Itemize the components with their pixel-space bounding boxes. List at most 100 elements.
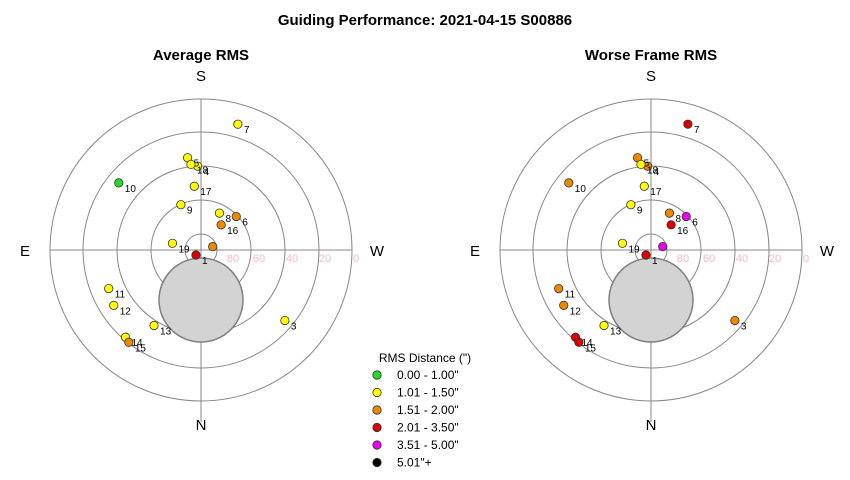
direction-label-E: E <box>470 243 480 260</box>
point-label: 8 <box>675 214 681 225</box>
data-point <box>559 300 569 310</box>
data-point <box>149 320 159 331</box>
point-label: 4 <box>204 167 210 178</box>
point-label: 18 <box>647 165 659 176</box>
point-label: 3 <box>741 321 747 332</box>
data-point <box>109 300 119 310</box>
point-label: 9 <box>187 206 193 217</box>
data-point <box>599 320 609 331</box>
data-point <box>208 242 218 252</box>
point-label: 12 <box>570 306 582 317</box>
direction-label-S: S <box>646 68 656 85</box>
point-label: 3 <box>291 321 297 332</box>
point-label: 15 <box>585 343 597 354</box>
legend-entry-label: 5.01"+ <box>397 456 432 470</box>
data-point <box>186 159 196 170</box>
data-point <box>564 178 574 188</box>
legend-swatch <box>372 370 382 380</box>
data-point <box>574 337 584 347</box>
data-point <box>617 238 628 248</box>
point-label: 7 <box>244 125 250 136</box>
data-point <box>176 200 186 210</box>
legend-swatch <box>372 422 382 433</box>
data-point <box>664 208 675 218</box>
point-label: 17 <box>200 187 212 198</box>
data-point <box>214 208 225 218</box>
point-label: 1 <box>652 256 658 267</box>
data-point <box>683 119 693 129</box>
point-label: 9 <box>637 206 643 217</box>
point-label: 16 <box>227 226 239 237</box>
data-point <box>114 178 124 188</box>
point-label: 4 <box>654 167 660 178</box>
point-label: 1 <box>202 256 208 267</box>
point-label: 10 <box>125 184 137 195</box>
legend-swatch <box>372 387 382 398</box>
legend-swatch <box>372 457 382 468</box>
data-point <box>626 200 636 210</box>
point-label: 18 <box>197 165 209 176</box>
radial-tick-label: 20 <box>319 253 331 265</box>
obstruction-disc <box>608 257 694 343</box>
data-point <box>216 220 226 230</box>
data-point <box>233 119 243 129</box>
point-label: 11 <box>115 290 126 301</box>
data-point <box>280 315 290 326</box>
legend: RMS Distance (") 0.00 - 1.00" 1.01 - 1.50… <box>372 351 471 470</box>
point-label: 5 <box>644 159 650 170</box>
data-point <box>167 238 178 248</box>
radial-tick-label: 40 <box>286 253 298 265</box>
point-label: 6 <box>692 217 698 228</box>
data-point <box>124 337 134 347</box>
legend-title: RMS Distance (") <box>379 351 471 365</box>
data-point <box>641 250 651 260</box>
point-label: 6 <box>242 217 248 228</box>
legend-entry-label: 1.51 - 2.00" <box>397 403 459 417</box>
point-label: 14 <box>132 338 144 349</box>
direction-label-N: N <box>646 417 657 434</box>
point-label: 5 <box>194 159 200 170</box>
obstruction-disc <box>158 257 244 343</box>
radial-tick-label: 0 <box>353 253 359 265</box>
data-point <box>231 211 241 222</box>
direction-label-E: E <box>20 243 30 260</box>
data-point <box>666 220 676 230</box>
legend-entry-label: 2.01 - 3.50" <box>397 421 459 435</box>
data-point <box>658 242 668 252</box>
direction-label-N: N <box>196 417 207 434</box>
data-point <box>189 181 199 191</box>
direction-label-W: W <box>370 243 385 260</box>
point-label: 14 <box>582 338 594 349</box>
data-point <box>639 181 649 191</box>
data-point <box>730 315 740 326</box>
radial-tick-label: 80 <box>227 253 239 265</box>
point-label: 13 <box>160 327 172 338</box>
point-label: 16 <box>677 226 689 237</box>
point-label: 11 <box>565 290 576 301</box>
data-point <box>636 159 646 170</box>
point-label: 19 <box>628 244 640 255</box>
point-label: 7 <box>694 125 700 136</box>
legend-entry-label: 1.01 - 1.50" <box>397 386 459 400</box>
radial-tick-label: 40 <box>736 253 748 265</box>
data-point <box>681 211 691 222</box>
worse-frame-rms-title: Worse Frame RMS <box>585 47 717 64</box>
figure-title: Guiding Performance: 2021-04-15 S00886 <box>278 12 572 29</box>
point-label: 12 <box>120 306 132 317</box>
direction-label-W: W <box>820 243 835 260</box>
radial-tick-label: 80 <box>677 253 689 265</box>
point-label: 13 <box>610 327 622 338</box>
data-point <box>191 250 201 260</box>
data-point <box>104 283 114 294</box>
direction-label-S: S <box>196 68 206 85</box>
data-point <box>554 283 564 294</box>
radial-tick-label: 60 <box>703 253 715 265</box>
point-label: 8 <box>225 214 231 225</box>
point-label: 19 <box>178 244 190 255</box>
point-label: 17 <box>650 187 662 198</box>
legend-entry-label: 3.51 - 5.00" <box>397 438 459 452</box>
radial-tick-label: 60 <box>253 253 265 265</box>
point-label: 10 <box>575 184 587 195</box>
